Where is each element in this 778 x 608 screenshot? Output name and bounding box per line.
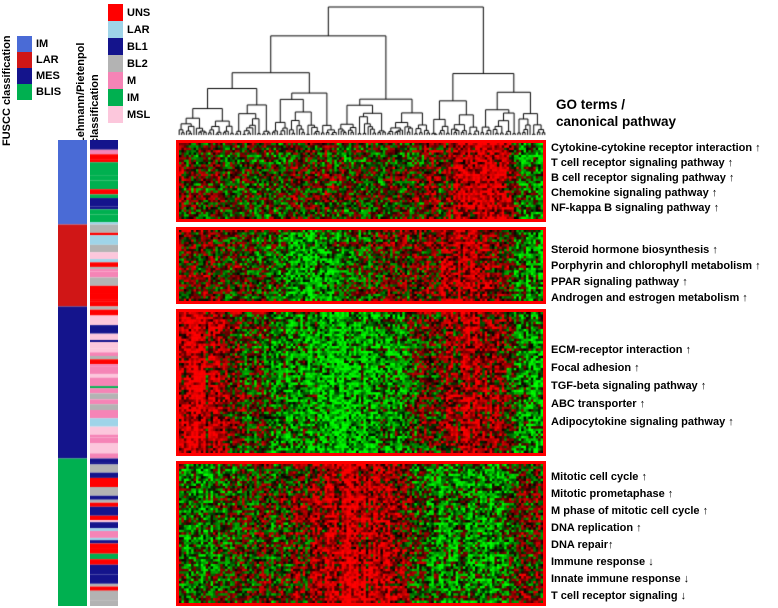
fuscc-axis-title: FUSCC classification (1, 35, 13, 146)
fuscc-legend-item-mes: MES (17, 68, 61, 84)
lehmann-legend-swatch-bl1 (108, 38, 123, 55)
lehmann-legend-label: BL1 (127, 40, 148, 53)
heatmap-canvas-im (179, 143, 543, 219)
lehmann-legend-swatch-im (108, 89, 123, 106)
lehmann-legend-swatch-msl (108, 106, 123, 123)
dendrogram (178, 4, 546, 136)
go-terms-header-line1: GO terms / (556, 97, 626, 112)
go-term: Androgen and estrogen metabolism ↑ (551, 292, 748, 304)
lehmann-legend-item-uns: UNS (108, 4, 150, 21)
lehmann-legend-item-bl2: BL2 (108, 55, 150, 72)
fuscc-legend-label: IM (36, 38, 49, 50)
go-terms-block-blis: Mitotic cell cycle ↑ Mitotic prometaphase… (551, 469, 708, 605)
lehmann-legend-item-msl: MSL (108, 106, 150, 123)
go-term: TGF-beta signaling pathway ↑ (551, 380, 707, 392)
lehmann-legend-item-m: M (108, 72, 150, 89)
fuscc-legend-label: LAR (36, 54, 59, 66)
go-term: ECM-receptor interaction ↑ (551, 344, 691, 356)
fuscc-classification-bar (58, 140, 87, 606)
heatmap-block-mes (176, 309, 546, 456)
lehmann-legend-label: M (127, 74, 137, 87)
go-term: Mitotic prometaphase ↑ (551, 488, 674, 500)
fuscc-legend-swatch-lar (17, 52, 32, 68)
heatmap-canvas-blis (179, 464, 543, 603)
go-term: Innate immune response ↓ (551, 573, 690, 585)
lehmann-legend-swatch-uns (108, 4, 123, 21)
go-term: Steroid hormone biosynthesis ↑ (551, 244, 718, 256)
go-term: PPAR signaling pathway ↑ (551, 276, 688, 288)
go-term: Porphyrin and chlorophyll metabolism ↑ (551, 260, 761, 272)
fuscc-legend-swatch-im (17, 36, 32, 52)
go-terms-block-mes: ECM-receptor interaction ↑ Focal adhesion… (551, 341, 734, 431)
lehmann-legend-swatch-bl2 (108, 55, 123, 72)
go-term: ABC transporter ↑ (551, 398, 646, 410)
fuscc-legend-item-lar: LAR (17, 52, 61, 68)
lehmann-legend-item-im: IM (108, 89, 150, 106)
go-term: Adipocytokine signaling pathway ↑ (551, 416, 734, 428)
lehmann-axis-title: Lehmann/Pietenpol classification (75, 42, 101, 144)
go-term: T cell receptor signaling pathway ↑ (551, 157, 734, 169)
go-term: Immune response ↓ (551, 556, 654, 568)
fuscc-legend-item-blis: BLIS (17, 84, 61, 100)
fuscc-legend-swatch-blis (17, 84, 32, 100)
heatmap-block-blis (176, 461, 546, 606)
fuscc-legend-swatch-mes (17, 68, 32, 84)
go-term: NF-kappa B signaling pathway ↑ (551, 202, 720, 214)
go-term: Focal adhesion ↑ (551, 362, 640, 374)
go-term: M phase of mitotic cell cycle ↑ (551, 505, 709, 517)
lehmann-classification-bar (90, 140, 118, 606)
lehmann-legend-label: LAR (127, 23, 150, 36)
go-terms-block-im: Cytokine-cytokine receptor interaction ↑… (551, 141, 761, 216)
go-terms-header-line2: canonical pathway (556, 114, 677, 129)
fuscc-legend-label: BLIS (36, 86, 62, 98)
lehmann-legend-swatch-m (108, 72, 123, 89)
lehmann-legend-item-bl1: BL1 (108, 38, 150, 55)
lehmann-legend-label: MSL (127, 108, 151, 121)
go-term: Chemokine signaling pathway ↑ (551, 187, 718, 199)
lehmann-legend-swatch-lar (108, 21, 123, 38)
lehmann-legend-item-lar: LAR (108, 21, 150, 38)
fuscc-legend-label: MES (36, 70, 60, 82)
lehmann-legend-label: BL2 (127, 57, 148, 70)
go-term: B cell receptor signaling pathway ↑ (551, 172, 735, 184)
heatmap-block-lar (176, 227, 546, 304)
fuscc-legend-item-im: IM (17, 36, 61, 52)
go-term: DNA replication ↑ (551, 522, 642, 534)
go-term: Mitotic cell cycle ↑ (551, 471, 647, 483)
fuscc-legend: IM LAR MES BLIS (17, 36, 61, 100)
lehmann-legend-label: UNS (127, 6, 151, 19)
heatmap-canvas-mes (179, 312, 543, 453)
heatmap-canvas-lar (179, 230, 543, 301)
lehmann-legend: UNS LAR BL1 BL2 M IM MSL (108, 4, 150, 123)
go-term: Cytokine-cytokine receptor interaction ↑ (551, 142, 761, 154)
go-terms-block-lar: Steroid hormone biosynthesis ↑ Porphyrin … (551, 242, 761, 306)
heatmap-block-im (176, 140, 546, 222)
go-term: T cell receptor signaling ↓ (551, 590, 687, 602)
lehmann-legend-label: IM (127, 91, 140, 104)
go-term: DNA repair↑ (551, 539, 614, 551)
go-terms-header: GO terms / canonical pathway (556, 96, 676, 130)
